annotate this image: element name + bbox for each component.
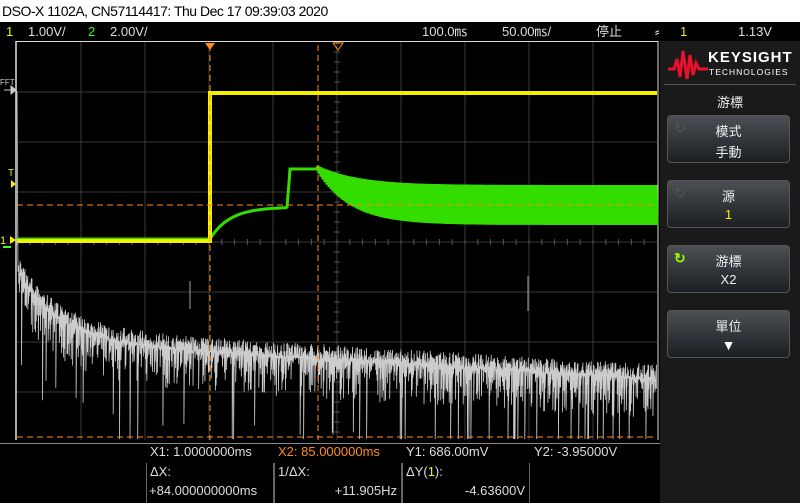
- softkey-label: 游標: [715, 254, 742, 269]
- delay-marker-icon: [205, 43, 215, 50]
- divider: [664, 84, 796, 85]
- menu-title: 游標: [716, 95, 743, 110]
- softkey-mode[interactable]: ↻ 模式手動: [667, 115, 790, 163]
- rotate-knob-icon: ↻: [674, 120, 686, 136]
- softkey-value: 1: [724, 207, 733, 222]
- cursor-readout: X1: 1.0000000ms X2: 85.000000ms Y1: 686.…: [0, 443, 660, 503]
- brand-subtitle: TECHNOLOGIES: [709, 67, 789, 77]
- y1-readout: Y1: 686.00mV: [406, 444, 489, 459]
- run-state[interactable]: 停止: [596, 24, 623, 39]
- softkey-label: 模式: [715, 124, 742, 139]
- trigger-level-icon: [11, 180, 16, 188]
- ch2-scale[interactable]: 2.00V/: [110, 24, 148, 39]
- softkey-value: 手動: [715, 145, 742, 160]
- softkey-units[interactable]: 單位 ▼: [667, 310, 790, 358]
- ch2-ground-icon: [3, 246, 11, 248]
- trigger-source[interactable]: 1: [680, 24, 688, 39]
- trigger-level-marker: T: [8, 168, 14, 179]
- softkey-panel: KEYSIGHT TECHNOLOGIES 游標 ↻ 模式手動 ↻ 源 1 ↻ 游標 X2…: [660, 41, 800, 503]
- window-title: DSO-X 1102A, CN57114417: Thu Dec 17 09:3…: [0, 0, 800, 22]
- ch2-number[interactable]: 2: [88, 24, 96, 39]
- trigger-position-icon: [332, 42, 344, 51]
- inverse-delta-x-label: 1/ΔX:: [278, 464, 310, 479]
- delta-y-value: -4.63600V: [465, 483, 525, 498]
- rising-edge-icon: ⸗: [655, 24, 660, 39]
- fft-trace: [16, 90, 657, 440]
- fft-marker-icon: [4, 84, 17, 96]
- ch1-ground-marker: 1: [0, 235, 6, 247]
- delta-y-cell: ΔY(1): -4.63600V: [402, 463, 530, 503]
- arrow-down-icon: ▼: [721, 337, 736, 353]
- x2-readout: X2: 85.000000ms: [278, 444, 380, 459]
- delta-y-label: ΔY(1):: [406, 464, 443, 479]
- horizontal-delay[interactable]: 100.0㎳: [422, 24, 468, 39]
- ch1-number[interactable]: 1: [6, 24, 14, 39]
- trigger-level[interactable]: 1.13V: [738, 24, 772, 39]
- inverse-delta-x-cell: 1/ΔX: +11.905Hz: [274, 463, 402, 503]
- waveform-display[interactable]: FFT T 1: [0, 41, 660, 443]
- y2-readout: Y2: -3.95000V: [534, 444, 618, 459]
- inverse-delta-x-value: +11.905Hz: [334, 483, 397, 498]
- ch1-ground-icon: [10, 236, 16, 244]
- graticule: [16, 41, 657, 440]
- delta-x-cell: ΔX: +84.000000000ms: [146, 463, 274, 503]
- delta-x-value: +84.000000000ms: [149, 483, 258, 498]
- x1-readout: X1: 1.0000000ms: [150, 444, 252, 459]
- status-bar: 1 1.00V/ 2 2.00V/ 100.0㎳ 50.00㎳/ 停止 ⸗ 1 …: [0, 22, 800, 41]
- fft-label: FFT: [0, 78, 15, 87]
- softkey-label: 單位: [715, 319, 742, 334]
- softkey-source[interactable]: ↻ 源 1: [667, 180, 790, 228]
- brand-name: KEYSIGHT: [708, 49, 793, 66]
- timebase[interactable]: 50.00㎳/: [502, 24, 552, 39]
- delta-x-label: ΔX:: [150, 464, 171, 479]
- softkey-label: 源: [721, 189, 735, 204]
- rotate-knob-icon: ↻: [674, 250, 686, 266]
- rotate-knob-icon: ↻: [674, 185, 686, 201]
- keysight-logo-icon: [668, 50, 708, 80]
- softkey-value: X2: [720, 272, 737, 287]
- softkey-cursor[interactable]: ↻ 游標 X2: [667, 245, 790, 293]
- ch1-scale[interactable]: 1.00V/: [28, 24, 66, 39]
